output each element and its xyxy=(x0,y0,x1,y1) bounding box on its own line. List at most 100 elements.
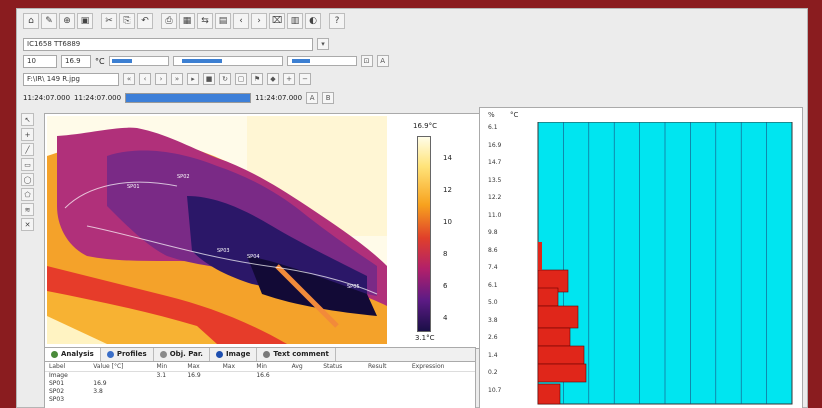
tab-profiles[interactable]: Profiles xyxy=(101,348,154,361)
range-slider-c[interactable] xyxy=(286,56,357,66)
first-icon[interactable]: « xyxy=(123,73,135,85)
stop-icon[interactable]: ■ xyxy=(203,73,215,85)
table-row[interactable]: SP02 3.8 xyxy=(45,388,475,396)
table-cell: Image xyxy=(49,372,68,380)
next-icon[interactable]: › xyxy=(155,73,167,85)
histogram-bar xyxy=(537,287,559,307)
chart-icon[interactable]: ▥ xyxy=(287,13,303,29)
edit-icon[interactable]: ✎ xyxy=(41,13,57,29)
table-row[interactable]: Image 3.1 16.9 16.6 xyxy=(45,372,475,380)
pointer-icon[interactable]: ↖ xyxy=(21,113,34,126)
colorbar-tick: 14 xyxy=(443,154,452,162)
file-row: F:\IR\ 149 R.jpg « ‹ › » ▸ ■ ↻ ▢ ⚑ ◆ + − xyxy=(23,72,311,86)
loop-icon[interactable]: ↻ xyxy=(219,73,231,85)
tool-icon[interactable]: ↶ xyxy=(137,13,153,29)
nav-icon[interactable]: › xyxy=(251,13,267,29)
range-slider-b[interactable] xyxy=(172,56,283,66)
histogram-y-label: 5.0 xyxy=(488,299,498,306)
table-cell xyxy=(152,388,183,396)
app-window: ⌂ ✎ ⊕ ▣ ✂ ⎘ ↶ ⎙ ▦ ⇆ ▤ ‹ › ⌧ ▥ ◐ ? IC1658… xyxy=(16,8,808,408)
colorbar xyxy=(417,136,431,332)
lock-icon[interactable]: ⊡ xyxy=(360,55,373,67)
mark-b-icon[interactable]: B xyxy=(322,92,335,104)
range-min-field[interactable]: 10 xyxy=(23,54,57,68)
table-cell xyxy=(152,396,183,404)
histogram-y-label: 12.2 xyxy=(488,194,502,201)
histogram-y-label: 10.7 xyxy=(488,386,502,394)
table-icon[interactable]: ▤ xyxy=(215,13,231,29)
table-cell xyxy=(319,388,364,396)
range-slider-a[interactable] xyxy=(108,56,169,66)
nav-icon[interactable]: ⌧ xyxy=(269,13,285,29)
isotherm-icon[interactable]: ≋ xyxy=(21,203,34,216)
object-icon xyxy=(159,351,167,358)
tab-image[interactable]: Image xyxy=(210,348,258,361)
colorbar-tick: 4 xyxy=(443,314,448,322)
ellipse-icon[interactable]: ◯ xyxy=(21,173,34,186)
range-max-field[interactable]: 16.9 xyxy=(61,54,91,68)
mark-icon[interactable]: A xyxy=(306,92,319,104)
print-icon[interactable]: ⎙ xyxy=(161,13,177,29)
spot-icon[interactable]: + xyxy=(21,128,34,141)
table-cell xyxy=(319,372,364,380)
table-cell xyxy=(252,396,287,404)
table-cell xyxy=(319,380,364,388)
histogram-y-label: 14.7 xyxy=(488,159,502,166)
table-header: Min xyxy=(152,362,184,372)
tab-obj-par[interactable]: Obj. Par. xyxy=(154,348,210,361)
camera-id-field[interactable]: IC1658 TT6889 xyxy=(23,37,313,51)
nav-icon[interactable]: ‹ xyxy=(233,13,249,29)
dropdown-icon[interactable]: ▾ xyxy=(317,38,329,50)
table-header: Status xyxy=(319,362,364,372)
time-start: 11:24:07.000 xyxy=(23,94,71,102)
histogram-y-label: 0.2 xyxy=(488,369,498,376)
filter-icon[interactable]: ⚑ xyxy=(251,73,263,85)
time-progress[interactable] xyxy=(125,93,252,103)
time-current: 11:24:07.000 xyxy=(255,94,303,102)
prev-icon[interactable]: ‹ xyxy=(139,73,151,85)
spot-label: SP03 xyxy=(217,248,230,254)
line-icon[interactable]: ╱ xyxy=(21,143,34,156)
grid-icon[interactable]: ▦ xyxy=(179,13,195,29)
thermal-image[interactable]: SP01 SP02 SP03 SP04 SP05 xyxy=(47,116,387,344)
delete-icon[interactable]: ✕ xyxy=(21,218,34,231)
table-header: Max xyxy=(218,362,253,372)
histogram-y-label: 1.4 xyxy=(488,351,498,359)
table-cell xyxy=(89,372,152,380)
polygon-icon[interactable]: ⬠ xyxy=(21,188,34,201)
thermal-image-panel: SP01 SP02 SP03 SP04 SP05 16.9°C 3.1°C 14… xyxy=(44,113,496,349)
table-row[interactable]: SP01 16.9 xyxy=(45,380,475,388)
last-icon[interactable]: » xyxy=(171,73,183,85)
zoom-out-icon[interactable]: − xyxy=(299,73,311,85)
file-name-field[interactable]: F:\IR\ 149 R.jpg xyxy=(23,72,119,86)
histogram-bar xyxy=(537,327,571,347)
table-cell xyxy=(183,380,218,388)
table-cell xyxy=(408,388,475,396)
save-icon[interactable]: ▣ xyxy=(77,13,93,29)
tab-bar: Analysis Profiles Obj. Par. Image Text comme… xyxy=(45,348,475,362)
table-cell xyxy=(152,380,183,388)
tab-analysis[interactable]: Analysis xyxy=(45,348,101,361)
frame-icon[interactable]: ▢ xyxy=(235,73,247,85)
histogram-bar xyxy=(537,305,579,329)
play-icon[interactable]: ▸ xyxy=(187,73,199,85)
rectangle-icon[interactable]: ▭ xyxy=(21,158,34,171)
zoom-in-icon[interactable]: + xyxy=(283,73,295,85)
table-cell: 16.9 xyxy=(187,372,201,380)
tab-label: Image xyxy=(225,350,251,358)
tab-label: Profiles xyxy=(116,350,147,358)
arrow-icon[interactable]: ⇆ xyxy=(197,13,213,29)
tool-icon[interactable]: ⎘ xyxy=(119,13,135,29)
help-icon[interactable]: ? xyxy=(329,13,345,29)
color-icon[interactable]: ◐ xyxy=(305,13,321,29)
histogram-bar xyxy=(537,345,585,365)
auto-icon[interactable]: A xyxy=(376,55,389,67)
tab-text-comment[interactable]: Text comment xyxy=(257,348,336,361)
tool-icon[interactable]: ✂ xyxy=(101,13,117,29)
zoom-icon[interactable]: ⊕ xyxy=(59,13,75,29)
table-cell xyxy=(252,380,287,388)
table-row[interactable]: SP03 xyxy=(45,396,475,404)
camera-icon[interactable]: ⌂ xyxy=(23,13,39,29)
analysis-tabs-panel: Analysis Profiles Obj. Par. Image Text comme… xyxy=(44,347,476,408)
marker-icon[interactable]: ◆ xyxy=(267,73,279,85)
